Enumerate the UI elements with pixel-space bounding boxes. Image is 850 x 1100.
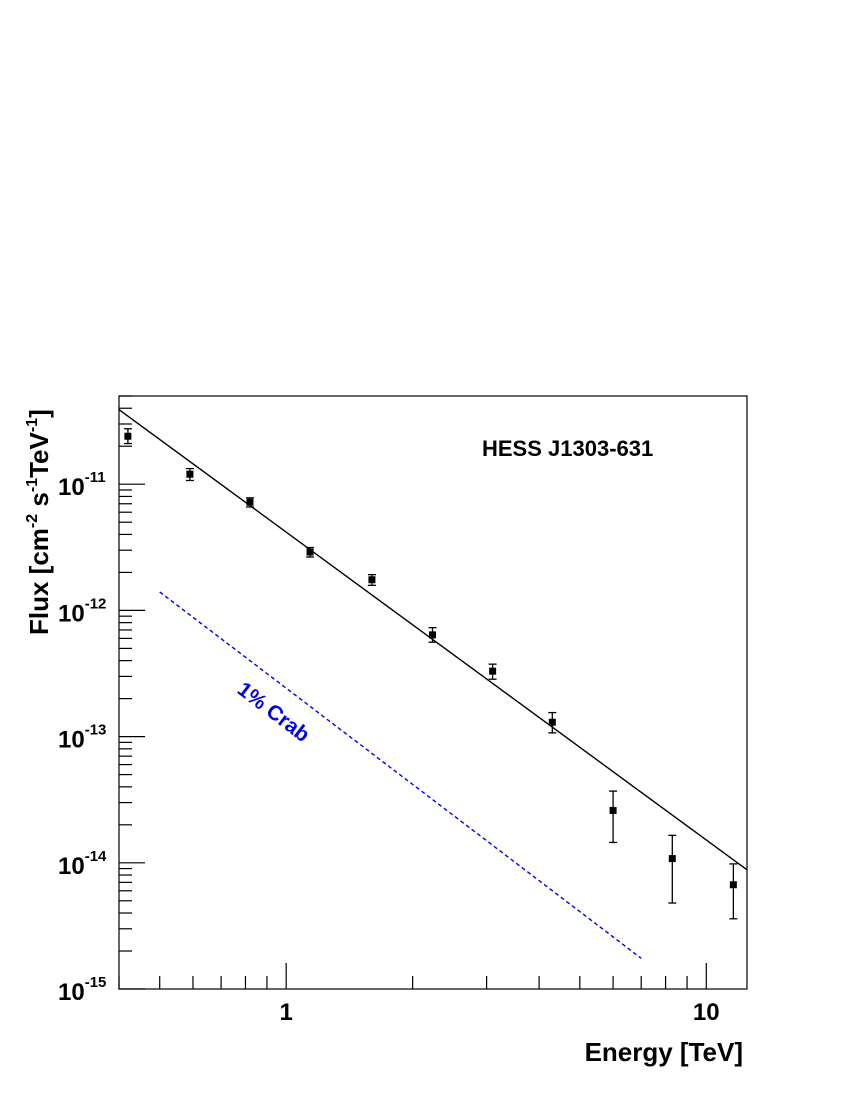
y-axis-title-exp-tev: -1 (24, 418, 41, 432)
x-axis-ticks (118, 963, 707, 989)
crab-reference-label: 1% Crab (233, 678, 314, 747)
y-tick-label: 10-14 (58, 848, 107, 880)
y-axis-title-base: Flux [cm (24, 528, 54, 635)
data-marker (729, 881, 737, 889)
y-axis-title-exp-s: -1 (24, 478, 41, 492)
data-point (306, 546, 315, 558)
data-point (245, 497, 254, 508)
y-tick-label-base: 10 (58, 727, 85, 754)
data-marker (306, 548, 314, 556)
data-point (428, 627, 437, 643)
y-tick-label-base: 10 (58, 600, 85, 627)
x-axis-title: Energy [TeV] (585, 1037, 743, 1067)
y-tick-label-base: 10 (58, 474, 85, 501)
y-axis-title-tev: TeV (24, 432, 54, 478)
y-tick-label-base: 10 (58, 853, 85, 880)
y-tick-label: 10-12 (58, 595, 106, 627)
y-axis-title: Flux [cm-2 s-1TeV-1] (24, 409, 54, 635)
y-tick-label-exponent: -11 (85, 469, 106, 486)
data-points (123, 428, 738, 920)
x-tick-label: 1 (279, 999, 292, 1026)
plot-frame (118, 395, 748, 990)
y-tick-label: 10-11 (58, 469, 106, 501)
y-axis-title-exp-cm: -2 (24, 514, 41, 528)
y-tick-label-exponent: -12 (85, 595, 107, 612)
data-marker (124, 432, 132, 440)
data-point (488, 663, 497, 680)
x-axis-tick-labels: 1 10 (279, 999, 719, 1026)
y-axis-title-s: s (24, 492, 54, 514)
data-point (185, 467, 194, 482)
data-marker (429, 631, 437, 639)
data-point (668, 834, 677, 904)
y-tick-label-exponent: -14 (85, 848, 107, 865)
y-tick-label: 10-15 (58, 974, 106, 1006)
data-point (609, 790, 618, 844)
data-point (367, 574, 376, 586)
y-tick-label-exponent: -13 (85, 722, 107, 739)
data-point (548, 711, 557, 734)
data-marker (668, 855, 676, 863)
data-marker (489, 667, 497, 675)
data-marker (548, 718, 556, 726)
data-point (729, 863, 738, 920)
y-tick-label-exponent: -15 (85, 974, 107, 991)
y-tick-label: 10-13 (58, 722, 106, 754)
chart-title: HESS J1303-631 (482, 436, 653, 461)
data-marker (246, 498, 254, 506)
data-marker (609, 806, 617, 814)
crab-reference-line (159, 591, 642, 959)
data-point (123, 428, 132, 445)
y-axis-title-end: ] (24, 409, 54, 418)
x-tick-label: 10 (693, 999, 720, 1026)
data-marker (368, 576, 376, 584)
y-axis-ticks (119, 395, 145, 990)
data-marker (186, 470, 194, 478)
y-tick-label-base: 10 (58, 979, 85, 1006)
